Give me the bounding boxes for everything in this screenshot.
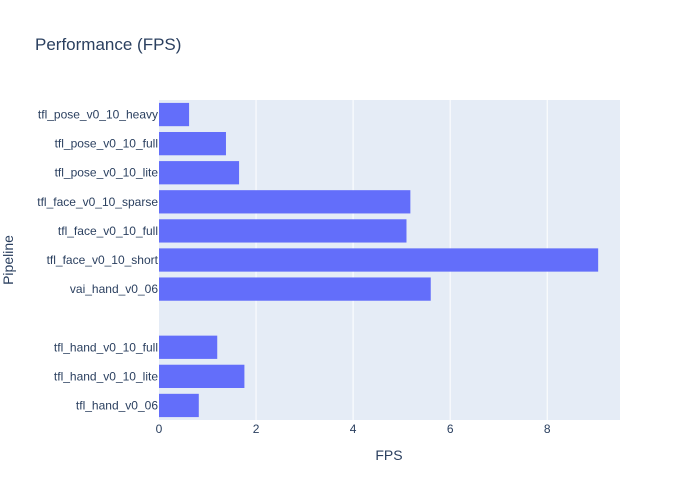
y-tick-label: tfl_hand_v0_10_full (54, 340, 158, 354)
bar-tfl_face_v0_10_short[interactable] (159, 248, 599, 272)
x-tick-label: 0 (156, 422, 163, 436)
bar-tfl_pose_v0_10_heavy[interactable] (159, 102, 190, 127)
bar-tfl_pose_v0_10_full[interactable] (159, 132, 226, 156)
y-axis-title: Pipeline (0, 235, 16, 285)
y-tick-label: tfl_hand_v0_10_lite (54, 369, 158, 383)
y-tick-label: tfl_face_v0_10_short (47, 253, 159, 267)
x-tick-label: 2 (253, 422, 260, 436)
bar-vai_hand_v0_06[interactable] (159, 277, 431, 301)
chart-title: Performance (FPS) (35, 35, 181, 54)
x-axis-title: FPS (375, 447, 402, 463)
bar-tfl_pose_v0_10_lite[interactable] (159, 161, 240, 185)
bars (159, 102, 599, 418)
y-tick-label: vai_hand_v0_06 (70, 282, 158, 296)
x-tick-labels: 0 2 4 6 8 (156, 422, 551, 436)
y-tick-label: tfl_pose_v0_10_heavy (38, 108, 158, 122)
bar-tfl_hand_v0_06[interactable] (159, 393, 199, 418)
y-tick-label: tfl_pose_v0_10_full (55, 137, 158, 151)
bar-tfl_hand_v0_10_full[interactable] (159, 335, 218, 359)
x-tick-label: 6 (447, 422, 454, 436)
x-tick-label: 8 (544, 422, 551, 436)
y-tick-label: tfl_hand_v0_06 (76, 398, 158, 412)
bar-tfl_hand_v0_10_lite[interactable] (159, 364, 245, 388)
y-tick-label: tfl_face_v0_10_full (58, 224, 158, 238)
bar-tfl_face_v0_10_full[interactable] (159, 219, 407, 243)
y-tick-label: tfl_face_v0_10_sparse (37, 195, 158, 209)
x-tick-label: 4 (350, 422, 357, 436)
y-tick-label: tfl_pose_v0_10_lite (55, 166, 159, 180)
bar-tfl_face_v0_10_sparse[interactable] (159, 190, 411, 214)
y-tick-labels: tfl_hand_v0_06 tfl_hand_v0_10_lite tfl_han… (37, 108, 158, 413)
